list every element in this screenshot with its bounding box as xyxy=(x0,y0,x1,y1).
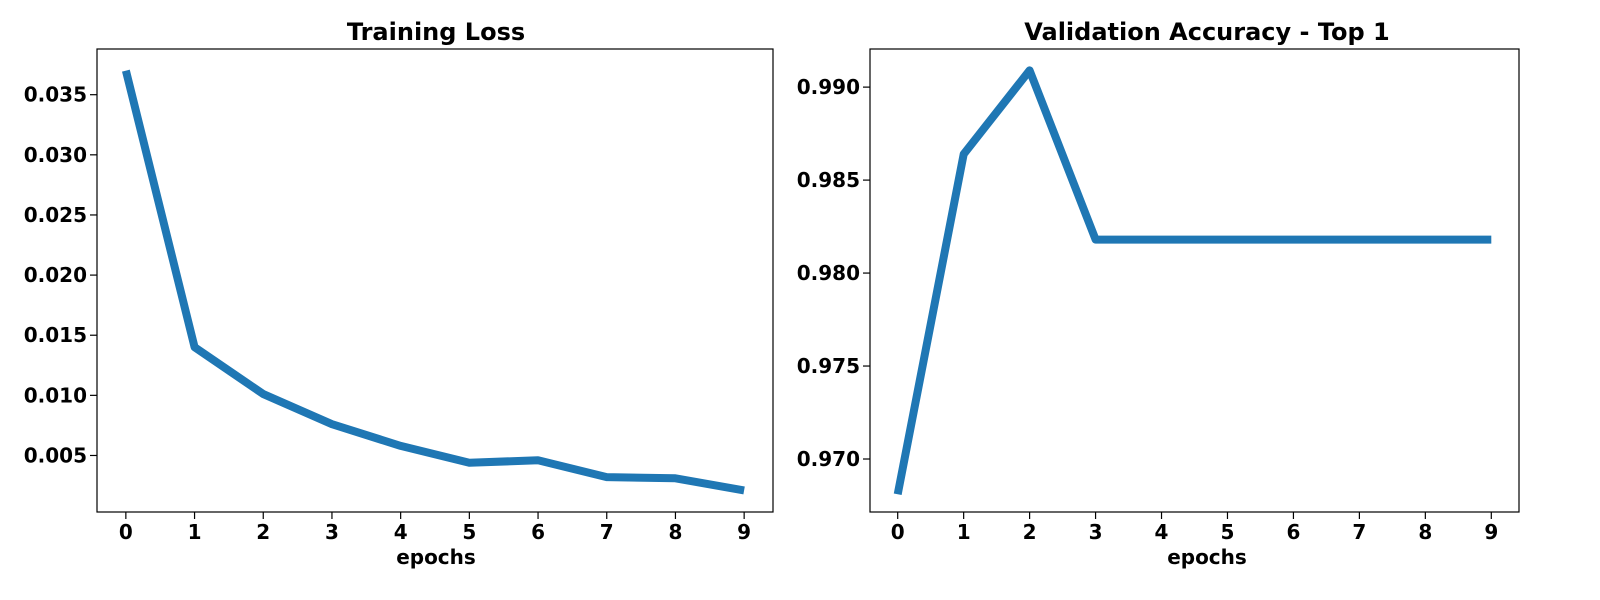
plot-frame xyxy=(96,48,774,513)
x-tick-label: 9 xyxy=(737,520,751,544)
y-tick-label: 0.005 xyxy=(24,443,87,467)
x-tick-label: 3 xyxy=(325,520,339,544)
x-tick-label: 4 xyxy=(394,520,408,544)
x-tick-label: 1 xyxy=(188,520,202,544)
y-tick-label: 0.970 xyxy=(797,447,860,471)
x-tick-label: 7 xyxy=(600,520,614,544)
y-tick-label: 0.975 xyxy=(797,354,860,378)
y-tick-label: 0.980 xyxy=(797,261,860,285)
chart-title: Validation Accuracy - Top 1 xyxy=(1024,18,1390,46)
y-tick-label: 0.025 xyxy=(24,203,87,227)
y-tick-label: 0.015 xyxy=(24,323,87,347)
x-tick-label: 8 xyxy=(1418,520,1432,544)
y-tick-label: 0.035 xyxy=(24,83,87,107)
x-tick-label: 5 xyxy=(462,520,476,544)
chart-title: Training Loss xyxy=(347,18,525,46)
x-tick-label: 9 xyxy=(1484,520,1498,544)
training-loss-line xyxy=(122,69,745,495)
y-tick-label: 0.990 xyxy=(797,75,860,99)
x-tick-label: 2 xyxy=(1023,520,1037,544)
plot-frame xyxy=(869,48,1520,513)
x-tick-label: 0 xyxy=(119,520,133,544)
x-axis: 0 1 2 3 4 5 6 7 8 9 xyxy=(119,512,751,544)
y-axis: 0.970 0.975 0.980 0.985 0.990 xyxy=(797,75,870,471)
x-tick-label: 7 xyxy=(1352,520,1366,544)
x-axis-label: epochs xyxy=(396,545,476,569)
x-axis: 0 1 2 3 4 5 6 7 8 9 xyxy=(891,512,1498,544)
y-axis: 0.005 0.010 0.015 0.020 0.025 0.030 0.035 xyxy=(24,83,97,467)
x-tick-label: 0 xyxy=(891,520,905,544)
y-tick-label: 0.030 xyxy=(24,143,87,167)
x-tick-label: 3 xyxy=(1089,520,1103,544)
x-tick-label: 8 xyxy=(668,520,682,544)
x-axis-label: epochs xyxy=(1167,545,1247,569)
x-tick-label: 1 xyxy=(957,520,971,544)
y-tick-label: 0.020 xyxy=(24,263,87,287)
y-tick-label: 0.010 xyxy=(24,383,87,407)
x-tick-label: 6 xyxy=(1286,520,1300,544)
x-tick-label: 5 xyxy=(1221,520,1235,544)
x-tick-label: 2 xyxy=(256,520,270,544)
x-tick-label: 6 xyxy=(531,520,545,544)
training-loss-chart: Training Loss 0.0050.0100.0150.0200.0250… xyxy=(24,18,774,569)
validation-accuracy-line xyxy=(893,66,1492,496)
validation-accuracy-chart: Validation Accuracy - Top 1 0.9700.9750.… xyxy=(797,18,1520,569)
y-tick-label: 0.985 xyxy=(797,168,860,192)
x-tick-label: 4 xyxy=(1155,520,1169,544)
